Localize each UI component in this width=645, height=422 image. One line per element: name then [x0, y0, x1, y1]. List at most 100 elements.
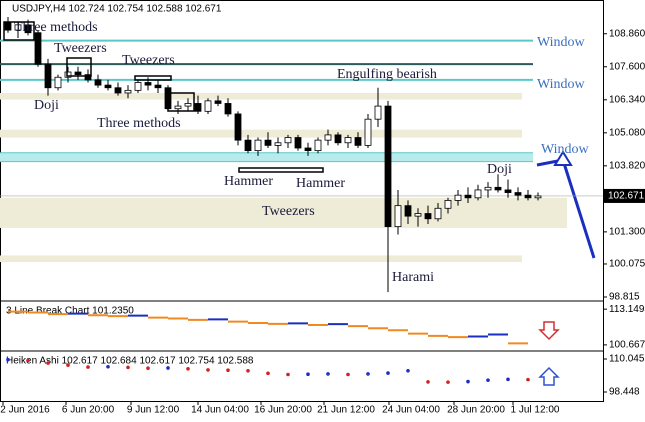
ha-point — [126, 365, 130, 370]
chart-title: USDJPY,H4 102.724 102.754 102.588 102.67… — [12, 4, 222, 15]
zone — [0, 255, 522, 263]
candle-body — [344, 137, 352, 144]
ha-point — [166, 366, 170, 370]
candle-body — [184, 103, 192, 107]
candle-body — [224, 103, 232, 115]
ha-point — [6, 357, 10, 362]
candle-body — [134, 82, 142, 91]
y-tick-label: 110.045 — [609, 354, 645, 365]
ha-point — [26, 358, 30, 363]
candle-body — [174, 105, 182, 110]
zone — [0, 197, 567, 228]
candle-body — [274, 142, 282, 146]
ha-point — [266, 371, 270, 376]
ha-point — [206, 368, 210, 372]
current-price: 102.671 — [608, 191, 645, 202]
candle-body — [294, 137, 302, 149]
ha-point — [386, 371, 390, 375]
ha-point — [106, 365, 110, 369]
pattern-box — [134, 75, 172, 81]
candle-body — [414, 213, 422, 217]
ha-point — [506, 377, 510, 382]
candle-body — [374, 105, 382, 120]
candle-body — [494, 186, 502, 191]
ha-point — [306, 372, 310, 377]
ha-point — [486, 378, 490, 382]
y-tick-label: 107.600 — [609, 61, 645, 72]
candle-body — [194, 103, 202, 112]
pattern-label: Three methods — [14, 20, 98, 35]
ha-point — [366, 372, 370, 376]
ha-point — [466, 379, 470, 384]
candle-body — [54, 76, 62, 89]
pattern-label: Doji — [34, 98, 59, 113]
x-tick-label: 1 Jul 12:00 — [511, 405, 560, 416]
x-tick-label: 2 Jun 2016 — [0, 405, 50, 416]
candle-body — [64, 71, 72, 78]
candle-body — [324, 134, 332, 141]
y-tick-label: 98.448 — [609, 387, 640, 398]
candle-body — [44, 63, 52, 89]
candle-body — [364, 118, 372, 146]
y-tick-label: 105.080 — [609, 127, 645, 138]
window-gap — [0, 153, 533, 162]
candle-body — [124, 89, 132, 94]
pattern-label: Three methods — [97, 116, 181, 131]
x-tick-label: 24 Jun 04:00 — [382, 405, 440, 416]
window-label: Window — [541, 142, 590, 157]
candle-body — [404, 205, 412, 217]
candle-body — [34, 32, 42, 65]
x-tick-label: 14 Jun 04:00 — [191, 405, 249, 416]
candle-body — [84, 74, 92, 81]
candle-body — [484, 186, 492, 191]
candle-body — [14, 24, 22, 31]
x-tick-label: 16 Jun 20:00 — [254, 405, 312, 416]
candle-body — [384, 105, 392, 228]
ha-point — [286, 372, 290, 377]
ha-point — [246, 368, 250, 373]
price-tag — [604, 188, 645, 203]
ha-point — [526, 377, 530, 382]
candle-body — [514, 192, 522, 196]
pattern-box — [167, 92, 195, 112]
pattern-label: Hammer — [296, 176, 345, 191]
ha-point — [426, 380, 430, 384]
panel-title: 3 Line Break Chart 101.2350 — [6, 306, 134, 317]
y-tick-label: 106.340 — [609, 94, 645, 105]
y-tick-label: 103.820 — [609, 160, 645, 171]
pattern-box — [66, 57, 92, 77]
panel-title: Heiken Ashi 102.617 102.684 102.617 102.… — [6, 356, 254, 367]
y-tick-label: 100.6676 — [609, 340, 645, 351]
plot-layer: 108.860 107.600 106.340 105.080 103.820 101.3… — [0, 16, 645, 416]
candle-body — [464, 194, 472, 199]
candle-body — [264, 139, 272, 146]
candle-body — [214, 100, 222, 104]
zone — [0, 129, 522, 138]
candle-body — [524, 194, 532, 199]
ha-point — [186, 366, 190, 371]
pattern-label: Tweezers — [54, 41, 107, 56]
y-tick-label: 108.860 — [609, 28, 645, 39]
candle-body — [204, 100, 212, 112]
ha-point — [46, 361, 50, 365]
ha-point — [326, 372, 330, 376]
y-tick-label: 101.300 — [609, 227, 645, 238]
y-tick-label: 98.815 — [609, 292, 640, 303]
candle-body — [304, 147, 312, 152]
ha-point — [146, 366, 150, 371]
candle-body — [434, 207, 442, 220]
forecast-arrowhead — [553, 150, 573, 166]
pattern-label: Doji — [487, 162, 512, 177]
candle-body — [94, 79, 102, 86]
pattern-label: Tweezers — [262, 204, 315, 219]
pattern-box — [3, 21, 35, 41]
x-tick-label: 9 Jun 12:00 — [127, 405, 180, 416]
candle-body — [154, 84, 162, 89]
window-label: Window — [537, 77, 586, 92]
y-tick-label: 113.1493 — [609, 304, 645, 315]
candle-body — [354, 137, 362, 146]
y-tick-label: 100.075 — [609, 259, 645, 270]
candle-body — [424, 213, 432, 220]
candle-body — [104, 84, 112, 89]
window-label: Window — [537, 35, 586, 50]
